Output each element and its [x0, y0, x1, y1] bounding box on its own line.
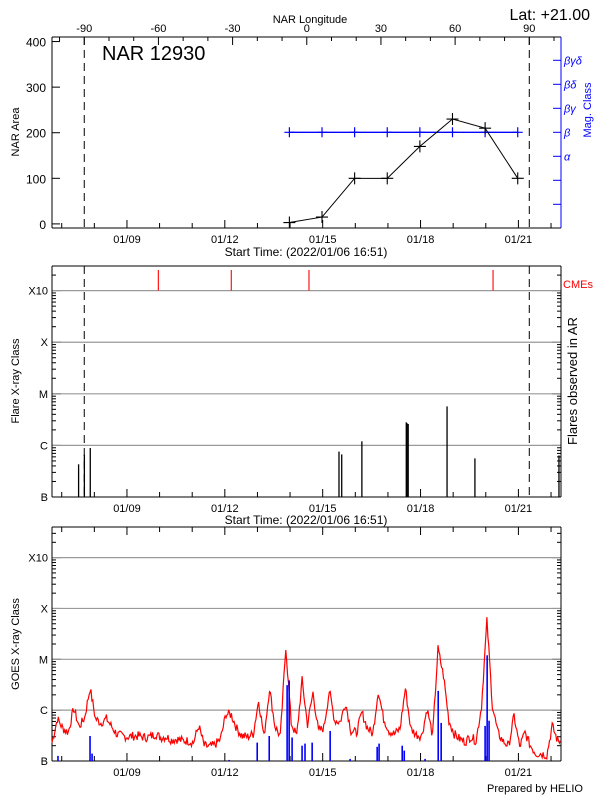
area-point-marker — [511, 172, 524, 185]
longitude-tick-label: 0 — [304, 23, 310, 35]
longitude-tick-label: -90 — [76, 23, 92, 35]
panel2-class-tick-label: X10 — [28, 553, 48, 565]
longitude-tick-label: -60 — [150, 23, 166, 35]
mag-class-tick-label: α — [564, 151, 571, 163]
mag-class-marker — [447, 127, 458, 138]
panel1-xlabel: Start Time: (2022/01/06 16:51) — [225, 245, 388, 259]
latitude-label: Lat: +21.00 — [509, 7, 590, 24]
mag-class-marker — [382, 127, 393, 138]
area-point-marker — [283, 216, 296, 229]
panel1-class-tick-label: X — [41, 337, 49, 349]
area-axis-label: NAR Area — [10, 107, 22, 157]
area-point-marker — [479, 122, 492, 135]
panel2-class-tick-label: M — [39, 654, 48, 666]
area-point-marker — [348, 172, 361, 185]
panel3-date-tick-label: 01/21 — [505, 767, 533, 779]
flare-class-axis-label: Flare X-ray Class — [10, 338, 22, 423]
panel2-class-tick-label: X — [41, 603, 49, 615]
area-y-tick-label: 100 — [26, 172, 46, 186]
mag-class-axis-label: Mag. Class — [582, 82, 594, 138]
mag-class-marker — [284, 127, 295, 138]
panel1-class-tick-label: M — [39, 389, 48, 401]
panel3-date-tick-label: 01/15 — [309, 767, 337, 779]
area-point-marker — [413, 140, 426, 153]
mag-class-marker — [512, 127, 523, 138]
mag-class-tick-label: βδ — [563, 79, 577, 91]
region-title: NAR 12930 — [102, 43, 205, 65]
longitude-tick-label: 30 — [375, 23, 387, 35]
longitude-tick-label: -30 — [225, 23, 241, 35]
area-point-marker — [446, 113, 459, 126]
longitude-tick-label: 90 — [523, 23, 535, 35]
panel1-class-tick-label: X10 — [28, 286, 48, 298]
panel2-class-tick-label: C — [40, 705, 48, 717]
panel2-date-tick-label: 01/15 — [309, 503, 337, 515]
goes-flux-line — [51, 617, 561, 761]
panel1-date-tick-label: 01/21 — [505, 234, 533, 246]
prepared-by-footer: Prepared by HELIO — [487, 783, 583, 795]
area-y-tick-label: 300 — [26, 81, 46, 95]
panel2-class-tick-label: B — [41, 756, 48, 768]
mag-class-marker — [317, 127, 328, 138]
area-point-marker — [381, 172, 394, 185]
panel2-date-tick-label: 01/12 — [211, 503, 239, 515]
mag-class-marker — [414, 127, 425, 138]
panel1-date-tick-label: 01/18 — [407, 234, 435, 246]
panel2-xlabel: Start Time: (2022/01/06 16:51) — [225, 513, 388, 527]
panel1-date-tick-label: 01/09 — [113, 234, 141, 246]
cme-label: CMEs — [563, 279, 593, 291]
top-axis-title: NAR Longitude — [273, 14, 348, 26]
panel3-date-tick-label: 01/18 — [407, 767, 435, 779]
panel2-date-tick-label: 01/18 — [407, 503, 435, 515]
mag-class-tick-label: β — [563, 127, 571, 139]
panel1-date-tick-label: 01/15 — [309, 234, 337, 246]
panel2-date-tick-label: 01/09 — [113, 503, 141, 515]
panel3-date-tick-label: 01/09 — [113, 767, 141, 779]
area-y-tick-label: 200 — [26, 127, 46, 141]
longitude-tick-label: 60 — [449, 23, 461, 35]
panel2-date-tick-label: 01/21 — [505, 503, 533, 515]
panel1-class-tick-label: C — [40, 440, 48, 452]
panel3-date-tick-label: 01/12 — [211, 767, 239, 779]
mag-class-tick-label: βγ — [563, 103, 577, 115]
mag-class-marker — [349, 127, 360, 138]
area-line — [289, 118, 519, 224]
area-y-tick-label: 0 — [39, 218, 46, 232]
mag-class-tick-label: βγδ — [563, 55, 583, 67]
flares-observed-label: Flares observed in AR — [565, 317, 580, 445]
area-y-tick-label: 400 — [26, 36, 46, 50]
area-point-marker — [316, 211, 329, 224]
panel1-date-tick-label: 01/12 — [211, 234, 239, 246]
panel1-class-tick-label: B — [41, 492, 48, 504]
goes-class-axis-label: GOES X-ray Class — [10, 598, 22, 690]
